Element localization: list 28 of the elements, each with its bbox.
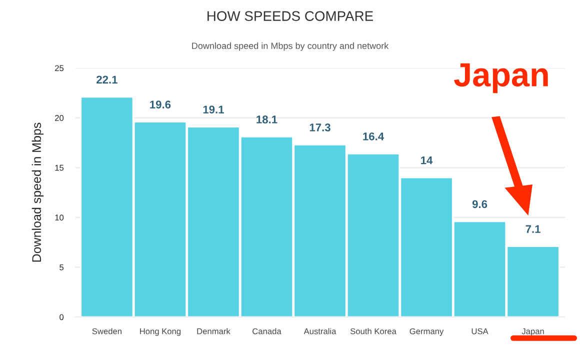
y-tick-label: 25 bbox=[55, 65, 64, 72]
data-label: 19.1 bbox=[203, 106, 224, 114]
y-tick-label: 0 bbox=[60, 314, 64, 320]
x-tick-label: Sweden bbox=[92, 328, 122, 334]
data-label: 22.1 bbox=[96, 76, 118, 84]
y-tick-label: 15 bbox=[55, 164, 64, 171]
x-tick-label: Australia bbox=[304, 328, 336, 334]
annotation: Japan bbox=[454, 63, 548, 94]
x-tick-label: Hong Kong bbox=[140, 328, 181, 336]
x-tick-label: Germany bbox=[410, 328, 444, 336]
chart-subtitle: Download speed in Mbps by country and network bbox=[192, 42, 389, 51]
data-label: 14 bbox=[421, 156, 433, 164]
x-tick-label: Japan bbox=[522, 328, 544, 336]
data-label: 9.6 bbox=[472, 200, 488, 208]
x-tick-label: USA bbox=[472, 328, 488, 334]
y-axis-title: Download speed in Mbps bbox=[32, 122, 44, 262]
x-tick-label: Denmark bbox=[197, 328, 230, 334]
data-label: 18.1 bbox=[256, 116, 278, 124]
data-label: 17.3 bbox=[310, 124, 330, 132]
data-label: 19.6 bbox=[150, 100, 171, 108]
y-tick-label: 20 bbox=[55, 115, 64, 121]
data-label: 16.4 bbox=[363, 132, 384, 140]
y-tick-label: 5 bbox=[60, 264, 64, 270]
y-tick-label: 10 bbox=[55, 214, 64, 220]
x-tick-label: South Korea bbox=[350, 328, 396, 334]
data-label: 7.1 bbox=[526, 225, 540, 233]
chart-title: HOW SPEEDS COMPARE bbox=[208, 11, 374, 21]
x-tick-label: Canada bbox=[252, 328, 282, 334]
